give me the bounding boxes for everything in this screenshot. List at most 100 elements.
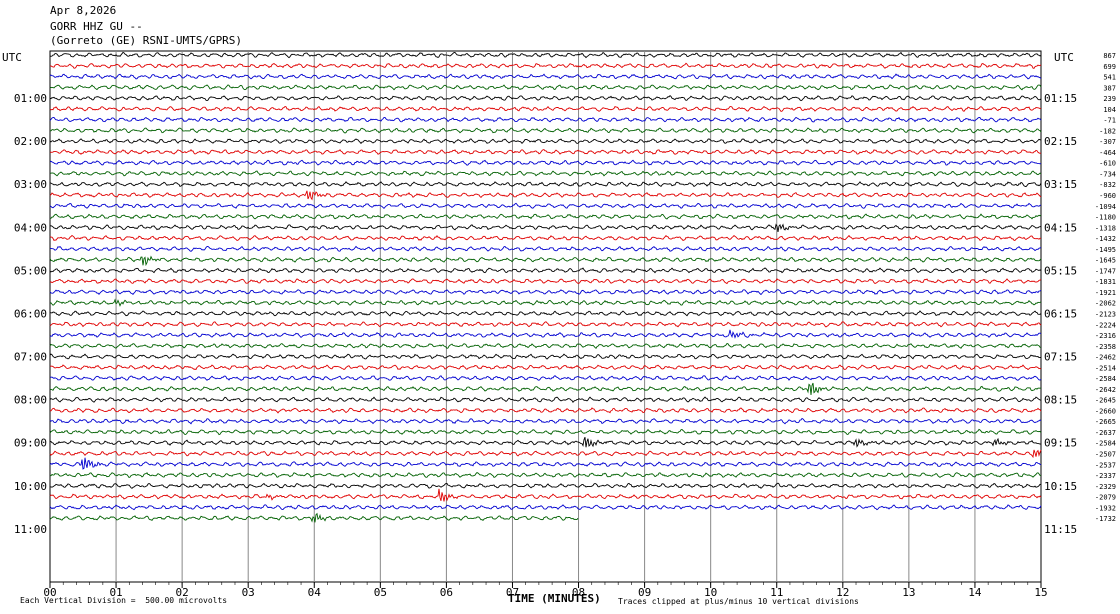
x-tick-label: 08: [572, 586, 585, 599]
hour-label-left: 05:00: [14, 264, 47, 277]
trace-line: [49, 407, 1042, 414]
hour-label-left: 08:00: [14, 394, 47, 407]
trace-layer: [49, 51, 1042, 523]
trace-offset-label: -2645: [1095, 397, 1116, 405]
trace-offset-label: -734: [1099, 170, 1116, 178]
trace-offset-label: -2660: [1095, 407, 1116, 415]
x-tick-label: 12: [836, 586, 849, 599]
trace-line: [49, 202, 1042, 210]
x-tick-label: 02: [176, 586, 189, 599]
hour-label-right: 05:15: [1044, 264, 1077, 277]
trace-offset-label: -2329: [1095, 483, 1116, 491]
trace-line: [49, 329, 1042, 339]
hour-label-right: 10:15: [1044, 480, 1077, 493]
hour-label-right: 07:15: [1044, 351, 1077, 364]
trace-offset-label: -1921: [1095, 289, 1116, 297]
trace-line: [49, 116, 1042, 123]
x-tick-label: 06: [440, 586, 453, 599]
trace-line: [49, 504, 1042, 511]
trace-line: [49, 321, 1042, 328]
trace-line: [49, 375, 1042, 381]
trace-offset-label: -307: [1099, 138, 1116, 146]
trace-line: [49, 396, 1042, 403]
hour-label-left: 04:00: [14, 221, 47, 234]
trace-offset-label: -2537: [1095, 461, 1116, 469]
trace-line: [49, 364, 1042, 371]
trace-line: [49, 170, 1042, 177]
x-tick-label: 09: [638, 586, 651, 599]
trace-offset-label: -1747: [1095, 267, 1116, 275]
trace-offset-label: 387: [1103, 84, 1116, 92]
trace-line: [49, 149, 1042, 155]
trace-line: [49, 190, 1042, 201]
trace-offset-label: -2462: [1095, 354, 1116, 362]
trace-line: [49, 84, 1042, 91]
hour-label-left: 01:00: [14, 92, 47, 105]
trace-offset-label: 541: [1103, 74, 1116, 82]
trace-offset-label: -2637: [1095, 429, 1116, 437]
trace-offset-label: 699: [1103, 63, 1116, 71]
trace-offset-label: -2642: [1095, 386, 1116, 394]
x-tick-label: 01: [109, 586, 122, 599]
hour-label-left: 06:00: [14, 307, 47, 320]
trace-line: [49, 278, 1042, 285]
trace-offset-label: -2224: [1095, 321, 1116, 329]
trace-offset-label: -464: [1099, 149, 1116, 157]
trace-offset-label: -2062: [1095, 300, 1116, 308]
hour-label-right: 06:15: [1044, 307, 1077, 320]
hour-label-right: 02:15: [1044, 135, 1077, 148]
hour-label-right: 09:15: [1044, 437, 1077, 450]
scale-note: Each Vertical Division = 500.00 microvol…: [20, 596, 228, 605]
x-axis-title: TIME (MINUTES): [508, 592, 601, 605]
trace-offset-label: -960: [1099, 192, 1116, 200]
plot-frame: [49, 50, 1042, 583]
trace-line: [49, 512, 579, 523]
trace-line: [49, 310, 1042, 317]
trace-line: [49, 51, 1042, 59]
trace-line: [49, 62, 1042, 69]
trace-line: [49, 245, 1042, 252]
trace-line: [49, 159, 1042, 166]
trace-offset-label: -1318: [1095, 224, 1116, 232]
trace-line: [49, 223, 1042, 233]
right-utc-label: UTC: [1054, 51, 1074, 64]
x-tick-label: 10: [704, 586, 717, 599]
clip-note: Traces clipped at plus/minus 10 vertical…: [618, 597, 859, 606]
trace-offset-label: 867: [1103, 52, 1116, 60]
x-tick-label: 14: [968, 586, 982, 599]
trace-offset-label: -1732: [1095, 515, 1116, 523]
trace-offset-label: -610: [1099, 160, 1116, 168]
trace-offset-label: -832: [1099, 181, 1116, 189]
trace-line: [49, 255, 1042, 267]
trace-offset-label: -2079: [1095, 494, 1116, 502]
trace-offset-label: 239: [1103, 95, 1116, 103]
trace-line: [49, 488, 1042, 502]
hour-label-right: 01:15: [1044, 92, 1077, 105]
trace-line: [49, 95, 1042, 102]
trace-line: [49, 127, 1042, 134]
trace-line: [49, 234, 1042, 242]
trace-offset-label: -2584: [1095, 375, 1116, 383]
trace-line: [49, 343, 1042, 349]
trace-line: [49, 73, 1042, 80]
hour-label-left: 02:00: [14, 135, 47, 148]
trace-line: [49, 289, 1042, 296]
hour-label-left: 10:00: [14, 480, 47, 493]
trace-line: [49, 428, 1042, 436]
trace-line: [49, 298, 1042, 307]
trace-line: [49, 382, 1042, 396]
trace-offset-label: -2584: [1095, 440, 1116, 448]
x-tick-label: 15: [1034, 586, 1047, 599]
trace-offset-label: -1495: [1095, 246, 1116, 254]
station-label: GORR HHZ GU --: [50, 20, 143, 33]
hour-label-right: 04:15: [1044, 221, 1077, 234]
trace-line: [49, 437, 1042, 448]
network-label: (Gorreto (GE) RSNI-UMTS/GPRS): [50, 34, 243, 47]
trace-offset-label: -1645: [1095, 257, 1116, 265]
trace-line: [49, 353, 1042, 360]
trace-offset-label: -182: [1099, 127, 1116, 135]
label-layer: 00 01 02 03 04 05 06 07 08 09 10 11 12 13 14 15 01:00 02:…: [14, 52, 1116, 599]
x-tick-label: 00: [43, 586, 56, 599]
trace-offset-label: -71: [1103, 117, 1116, 125]
